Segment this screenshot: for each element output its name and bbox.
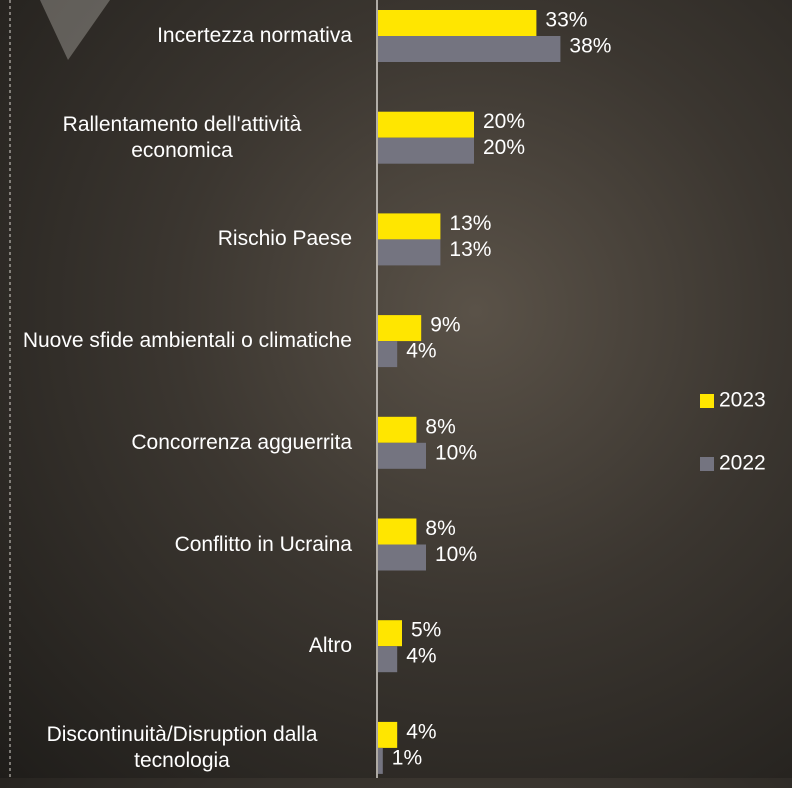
- bar: [378, 111, 474, 138]
- category-label: Concorrenza agguerrita: [131, 430, 352, 454]
- value-label: 4%: [406, 720, 436, 743]
- value-label: 33%: [545, 9, 587, 32]
- category-label: Discontinuità/Disruption dalla tecnologi…: [46, 722, 318, 772]
- legend-label: 2022: [719, 452, 766, 475]
- category-label-box: Incertezza normativa: [12, 0, 352, 76]
- category-label: Incertezza normativa: [157, 24, 352, 47]
- value-label: 13%: [449, 238, 491, 261]
- category-label: Rischio Paese: [217, 227, 352, 251]
- value-label: 5%: [411, 619, 441, 642]
- bar: [378, 747, 383, 774]
- bar: [378, 137, 474, 164]
- category-label-box: Rallentamento dell'attività economica: [12, 98, 352, 178]
- legend-label: 2023: [719, 389, 766, 412]
- value-label: 9%: [430, 314, 460, 337]
- legend-swatch: [700, 394, 714, 408]
- value-label: 10%: [435, 441, 477, 464]
- bar: [378, 620, 402, 647]
- value-label: 4%: [406, 340, 436, 363]
- value-label: 4%: [406, 645, 436, 668]
- category-label-box: Nuove sfide ambientali o climatiche: [12, 301, 352, 381]
- bar: [378, 341, 398, 368]
- bar: [378, 646, 398, 673]
- value-label: 20%: [483, 136, 525, 159]
- value-label: 10%: [435, 543, 477, 566]
- legend-swatch: [700, 457, 714, 471]
- bar: [378, 544, 426, 571]
- value-label: 8%: [425, 517, 455, 540]
- bar: [378, 213, 441, 240]
- bar: [378, 10, 537, 36]
- category-label-box: Conflitto in Ucraina: [12, 505, 352, 585]
- value-label: 38%: [569, 35, 611, 58]
- category-label: Conflitto in Ucraina: [174, 532, 352, 556]
- category-label-box: Altro: [12, 606, 352, 686]
- value-label: 8%: [425, 415, 455, 438]
- value-label: 20%: [483, 110, 525, 133]
- bar: [378, 518, 417, 545]
- bar: [378, 416, 417, 443]
- category-label-box: Rischio Paese: [12, 199, 352, 279]
- bar: [378, 36, 561, 62]
- category-label: Nuove sfide ambientali o climatiche: [22, 329, 352, 353]
- category-label: Rallentamento dell'attività economica: [62, 112, 302, 162]
- bar: [378, 721, 398, 748]
- category-label-box: Discontinuità/Disruption dalla tecnologi…: [12, 708, 352, 788]
- category-label: Altro: [308, 634, 352, 658]
- decoration: [40, 0, 110, 60]
- value-label: 1%: [392, 746, 422, 769]
- value-label: 13%: [449, 212, 491, 235]
- category-label-box: Concorrenza agguerrita: [12, 403, 352, 483]
- bar: [378, 315, 422, 342]
- bar: [378, 442, 426, 469]
- bar: [378, 239, 441, 266]
